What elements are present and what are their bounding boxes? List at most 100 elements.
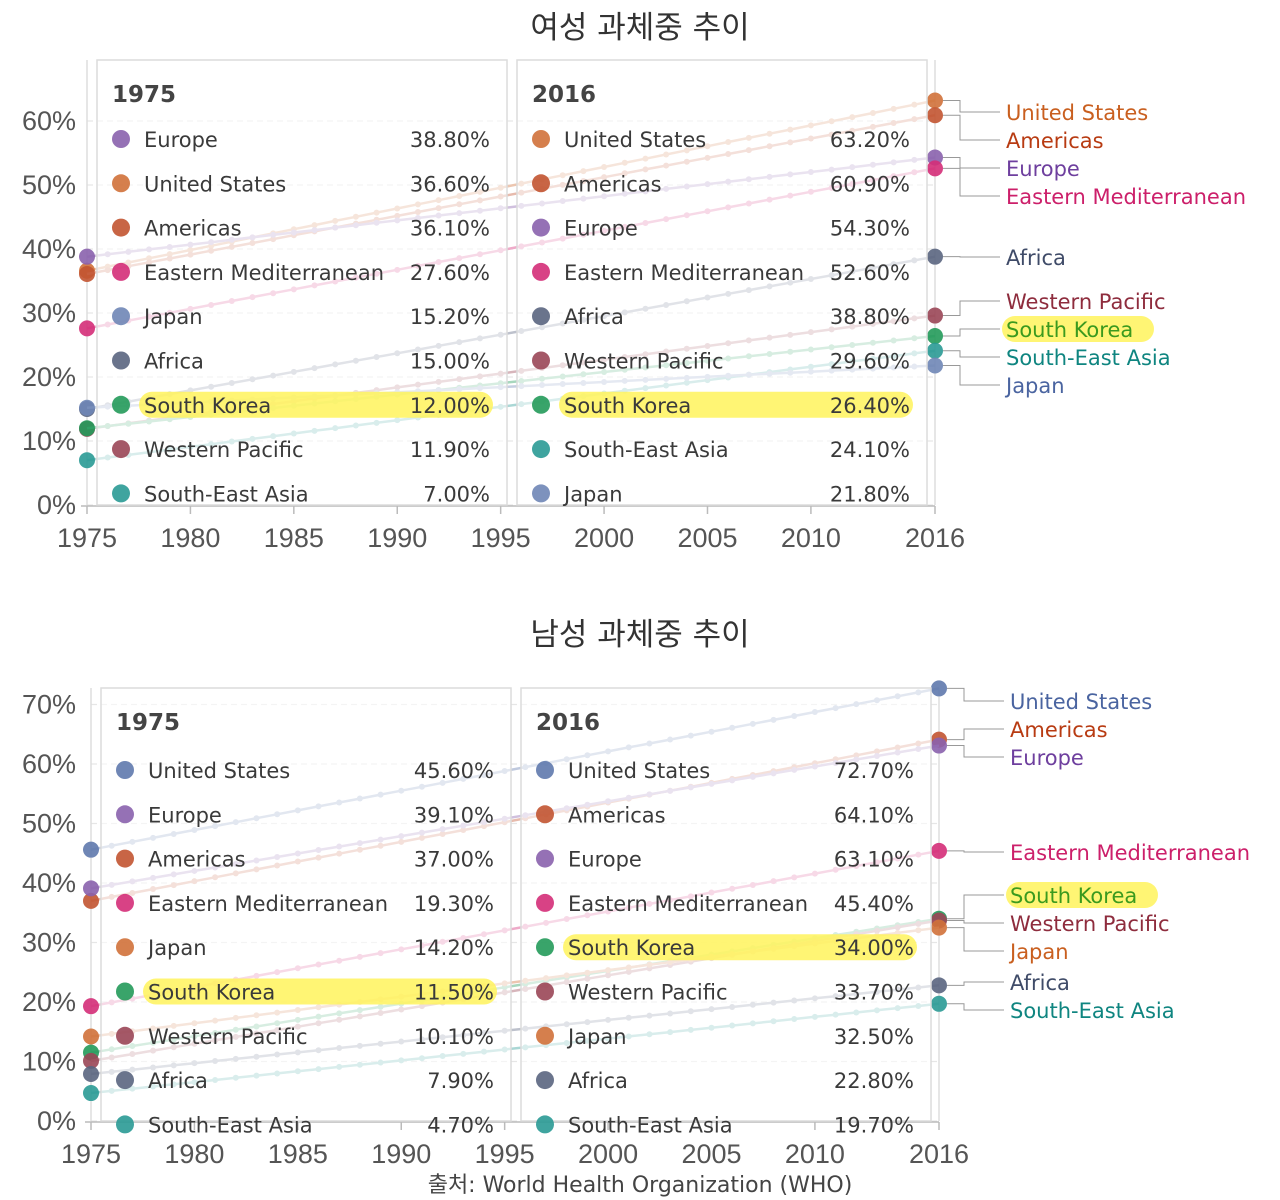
series-end-point[interactable] xyxy=(927,107,943,124)
panel-row-name: Africa xyxy=(144,350,204,374)
series-start-point[interactable] xyxy=(79,420,95,437)
series-start-point[interactable] xyxy=(79,452,95,469)
series-start-point[interactable] xyxy=(79,248,95,265)
series-end-point[interactable] xyxy=(931,995,947,1012)
x-tick-label: 1975 xyxy=(61,1139,121,1169)
series-start-point[interactable] xyxy=(83,892,99,909)
panel-row-name: Americas xyxy=(144,217,242,241)
panel-row-name: Eastern Mediterranean xyxy=(568,892,808,916)
end-label-text: Europe xyxy=(1010,746,1084,770)
series-start-point[interactable] xyxy=(79,265,95,282)
series-end-point[interactable] xyxy=(927,342,943,359)
series-end-point[interactable] xyxy=(931,842,947,859)
series-end-point[interactable] xyxy=(931,919,947,936)
y-tick-label: 0% xyxy=(37,1106,76,1136)
legend-dot xyxy=(112,262,130,281)
x-tick-label: 1980 xyxy=(164,1139,224,1169)
y-tick-label: 10% xyxy=(22,426,76,456)
end-label-text: Western Pacific xyxy=(1006,290,1166,314)
panel-row-name: Europe xyxy=(568,848,642,872)
legend-dot xyxy=(536,1071,554,1090)
series-end-point[interactable] xyxy=(931,977,947,994)
legend-dot xyxy=(532,262,550,281)
series-end-point[interactable] xyxy=(927,357,943,374)
x-tick-label: 2000 xyxy=(574,523,634,553)
x-tick-label: 2005 xyxy=(677,523,737,553)
series-start-point[interactable] xyxy=(79,399,95,416)
legend-dot xyxy=(532,395,550,414)
panel-row-name: South Korea xyxy=(148,981,275,1005)
series-start-point[interactable] xyxy=(83,1028,99,1045)
x-tick-label: 2016 xyxy=(905,523,965,553)
series-end-point[interactable] xyxy=(927,328,943,345)
series-end-point[interactable] xyxy=(931,680,947,697)
end-label-united-states: United States xyxy=(947,687,1152,714)
panel-row-value: 54.30% xyxy=(830,217,910,241)
end-label-africa: Africa xyxy=(947,971,1070,995)
panel-row-name: Africa xyxy=(148,1069,208,1093)
series-end-point[interactable] xyxy=(927,160,943,177)
legend-dot xyxy=(536,938,554,957)
panel-row-value: 34.00% xyxy=(834,936,914,960)
series-start-point[interactable] xyxy=(83,1065,99,1082)
highlight-band xyxy=(139,391,493,418)
panel-row-value: 38.80% xyxy=(410,128,490,152)
series-end-point[interactable] xyxy=(931,737,947,754)
legend-dot xyxy=(116,805,134,824)
end-label-text: Americas xyxy=(1010,718,1108,742)
legend-dot xyxy=(116,893,134,912)
series-end-point[interactable] xyxy=(927,307,943,324)
panel-row-value: 11.50% xyxy=(414,981,494,1005)
legend-dot xyxy=(536,1115,554,1134)
x-tick-label: 1985 xyxy=(268,1139,328,1169)
leader-line xyxy=(943,328,1000,337)
series-start-point[interactable] xyxy=(83,1085,99,1102)
panel-row-name: Western Pacific xyxy=(144,438,304,462)
legend-dot xyxy=(536,1026,554,1045)
legend-dot xyxy=(536,805,554,824)
y-tick-label: 40% xyxy=(22,868,76,898)
legend-dot xyxy=(116,1026,134,1045)
end-label-south-east-asia: South-East Asia xyxy=(943,346,1171,370)
chart-title: 남성 과체중 추이 xyxy=(530,617,749,653)
leader-line xyxy=(947,981,1004,986)
series-start-point[interactable] xyxy=(79,320,95,337)
y-tick-label: 30% xyxy=(22,928,76,958)
end-label-eastern-mediterranean: Eastern Mediterranean xyxy=(947,841,1250,865)
panel-row-name: Americas xyxy=(568,803,666,827)
y-tick-label: 20% xyxy=(22,362,76,392)
legend-dot xyxy=(116,938,134,957)
series-start-point[interactable] xyxy=(83,998,99,1015)
panel-row-value: 4.70% xyxy=(427,1113,494,1137)
series-end-point[interactable] xyxy=(927,92,943,109)
chart-female: 여성 과체중 추이 0% 10% 20% 30% 40% 50% 60% 1975 1980 198… xyxy=(22,10,1246,553)
panel-row-value: 36.10% xyxy=(410,217,490,241)
panel-row-value: 38.80% xyxy=(830,305,910,329)
highlight-band xyxy=(1006,882,1158,908)
y-tick-label: 70% xyxy=(22,690,76,720)
y-tick-label: 50% xyxy=(22,809,76,839)
end-label-americas: Americas xyxy=(947,718,1108,742)
series-start-point[interactable] xyxy=(83,880,99,897)
panel-row-name: Japan xyxy=(566,1025,627,1049)
panel-row-value: 15.20% xyxy=(410,305,490,329)
leader-line xyxy=(943,114,1000,141)
x-tick-label: 1990 xyxy=(367,523,427,553)
end-label-text: Eastern Mediterranean xyxy=(1006,185,1246,209)
leader-line xyxy=(947,919,1004,924)
panel-row-value: 21.80% xyxy=(830,482,910,506)
panel-row-name: Africa xyxy=(568,1069,628,1093)
series-start-point[interactable] xyxy=(83,841,99,858)
panel-row-value: 39.10% xyxy=(414,803,494,827)
x-tick-label: 1980 xyxy=(160,523,220,553)
panel-row-value: 37.00% xyxy=(414,848,494,872)
tooltip-panel-2016: 2016 United States 72.70% Americas 64.10% Eur… xyxy=(520,687,932,1137)
series-start-point[interactable] xyxy=(83,1052,99,1069)
panel-row-value: 12.00% xyxy=(410,394,490,418)
leader-line xyxy=(947,728,1004,741)
end-label-text: South Korea xyxy=(1010,884,1137,908)
panel-row-value: 11.90% xyxy=(410,438,490,462)
series-end-point[interactable] xyxy=(927,248,943,265)
y-tick-label: 60% xyxy=(22,106,76,136)
panel-row-value: 52.60% xyxy=(830,261,910,285)
